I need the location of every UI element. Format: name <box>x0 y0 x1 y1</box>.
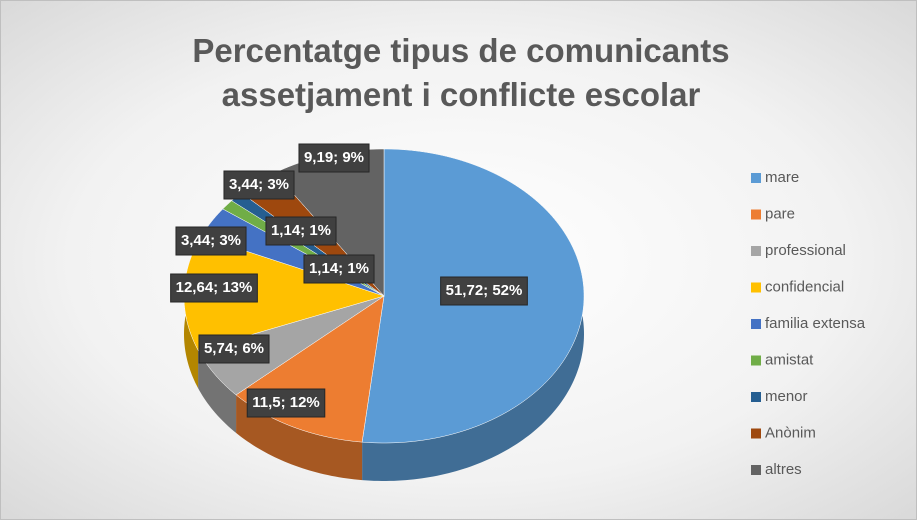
data-label-group: 12,64; 13% <box>170 273 258 303</box>
legend-label: menor <box>765 388 808 405</box>
data-label: 3,44; 3% <box>181 232 241 249</box>
legend-swatch <box>751 173 761 183</box>
data-label-group: 1,14; 1% <box>265 216 337 246</box>
data-label-box <box>303 254 375 284</box>
data-label: 1,14; 1% <box>309 260 369 277</box>
legend-label: pare <box>765 205 795 222</box>
data-label-box <box>265 216 337 246</box>
data-label: 1,14; 1% <box>271 222 331 239</box>
data-label-box <box>440 276 528 306</box>
data-label-box <box>298 143 370 173</box>
legend-label: professional <box>765 242 846 259</box>
data-label: 51,72; 52% <box>446 282 523 299</box>
legend-swatch <box>751 209 761 220</box>
data-label: 12,64; 13% <box>176 279 253 296</box>
legend-swatch <box>751 392 761 402</box>
data-label-box <box>170 273 258 303</box>
data-label-group: 11,5; 12% <box>246 388 326 418</box>
legend-swatch <box>751 428 761 439</box>
slice-side <box>198 350 237 433</box>
legend-swatch <box>751 465 761 475</box>
data-label-group: 3,44; 3% <box>223 170 295 200</box>
data-label: 11,5; 12% <box>252 394 320 411</box>
legend-swatch <box>751 246 761 256</box>
data-label-box <box>175 226 247 256</box>
data-label-box <box>246 388 326 418</box>
data-label-group: 3,44; 3% <box>175 226 247 256</box>
data-label: 5,74; 6% <box>204 340 264 357</box>
data-label-group: 51,72; 52% <box>440 276 528 306</box>
data-label-group: 9,19; 9% <box>298 143 370 173</box>
data-label-box <box>198 334 270 364</box>
data-label: 9,19; 9% <box>304 149 364 166</box>
data-label: 3,44; 3% <box>229 176 289 193</box>
legend-label: confidencial <box>765 278 844 295</box>
legend-label: amistat <box>765 351 814 368</box>
legend-swatch <box>751 319 761 329</box>
legend-label: mare <box>765 169 799 186</box>
legend-label: familia extensa <box>765 315 866 332</box>
legend-label: altres <box>765 461 802 478</box>
legend-label: Anònim <box>765 424 816 441</box>
legend-swatch <box>751 355 761 366</box>
legend-swatch <box>751 282 761 293</box>
data-label-box <box>223 170 295 200</box>
chart-title: Percentatge tipus de comunicants assetja… <box>192 32 730 113</box>
data-label-group: 5,74; 6% <box>198 334 270 364</box>
data-label-group: 1,14; 1% <box>303 254 375 284</box>
